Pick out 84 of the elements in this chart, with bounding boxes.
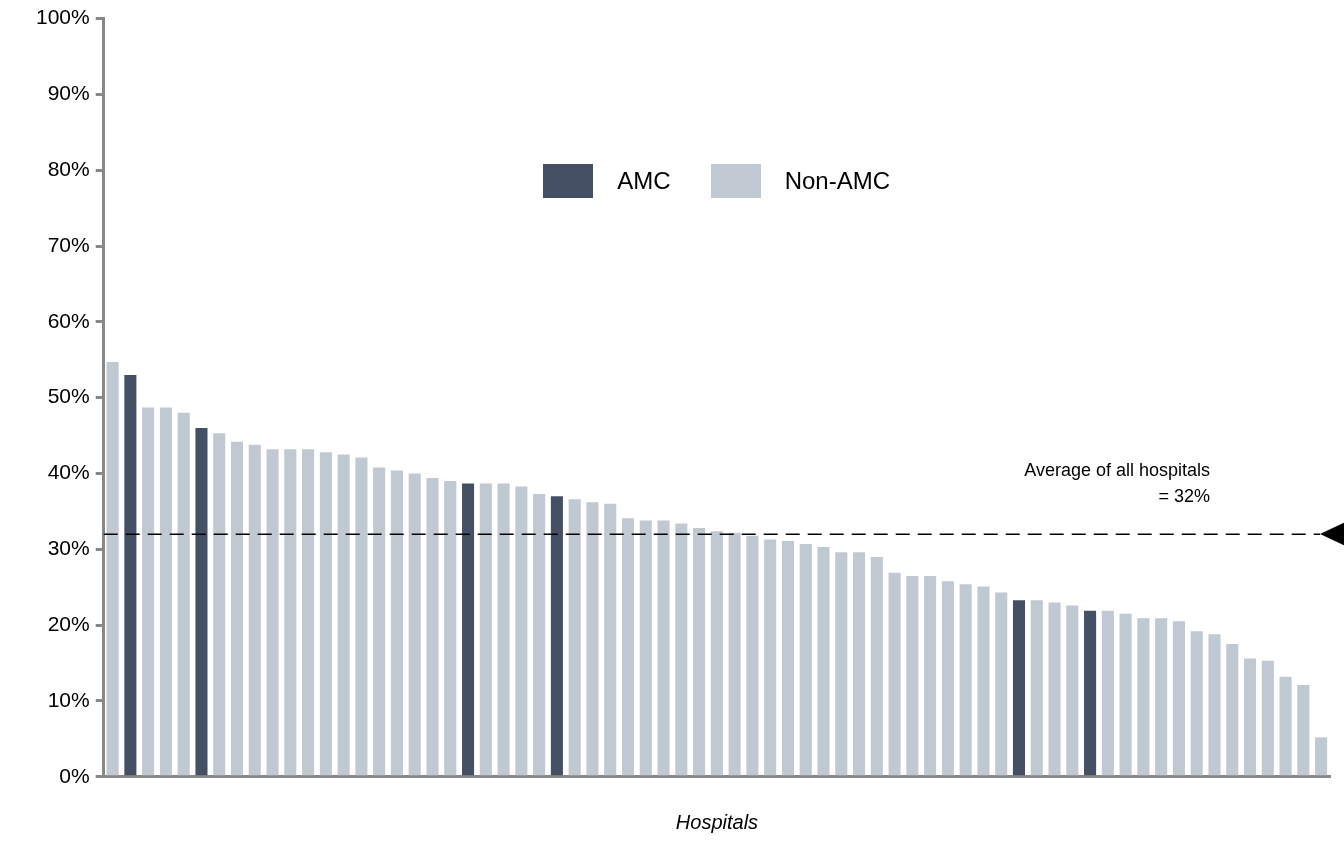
- bar: [728, 532, 741, 776]
- bar: [266, 449, 279, 776]
- bar: [657, 520, 670, 776]
- bar: [195, 428, 208, 776]
- bar: [852, 552, 866, 776]
- bar: [817, 547, 830, 776]
- bar: [995, 592, 1008, 776]
- bar: [604, 503, 617, 776]
- legend-label: Non-AMC: [784, 166, 891, 195]
- bar: [230, 441, 244, 776]
- bar: [284, 449, 297, 776]
- bar: [106, 362, 119, 776]
- y-tick-label: 40%: [47, 460, 90, 484]
- bar: [586, 502, 599, 776]
- y-tick-label: 70%: [47, 232, 90, 256]
- y-tick-label: 10%: [47, 687, 90, 711]
- bar: [1012, 600, 1026, 776]
- bar: [675, 523, 688, 776]
- bar: [1101, 610, 1114, 776]
- bar: [1048, 602, 1061, 776]
- bar: [1030, 600, 1043, 776]
- bar: [124, 374, 137, 776]
- bar: [1190, 631, 1203, 776]
- bar: [515, 486, 528, 776]
- bar: [959, 584, 972, 776]
- bar: [337, 454, 350, 776]
- y-tick-label: 90%: [47, 81, 90, 105]
- bar: [888, 572, 901, 776]
- bar: [1261, 660, 1274, 776]
- bar: [444, 481, 457, 776]
- bar: [621, 518, 635, 776]
- bar: [710, 531, 723, 776]
- bar: [1084, 610, 1097, 776]
- bar: [1066, 605, 1079, 776]
- y-tick-label: 60%: [47, 308, 90, 332]
- bar: [497, 483, 510, 776]
- bar: [426, 478, 439, 776]
- bar: [1315, 737, 1328, 776]
- legend-label: AMC: [617, 166, 671, 195]
- bar: [941, 581, 954, 776]
- bar: [1119, 613, 1132, 776]
- bar: [835, 552, 848, 776]
- bar: [1297, 685, 1310, 776]
- bar: [408, 473, 421, 776]
- bar: [781, 541, 794, 776]
- bar: [870, 556, 883, 776]
- bar: [1243, 658, 1257, 776]
- bar: [390, 470, 403, 776]
- bar: [533, 493, 546, 776]
- bar: [550, 496, 563, 776]
- bar: [1208, 634, 1221, 776]
- bar: [319, 452, 332, 776]
- bar: [746, 535, 759, 776]
- bar: [924, 575, 937, 776]
- bar: [213, 433, 226, 776]
- bar: [373, 467, 386, 776]
- bar: [906, 575, 919, 776]
- bar: [693, 528, 706, 776]
- y-tick-label: 100%: [35, 5, 90, 29]
- x-axis-title: Hospitals: [675, 810, 759, 834]
- bar: [248, 444, 261, 776]
- bar: [1137, 618, 1150, 776]
- bar: [302, 449, 315, 776]
- bar: [1172, 621, 1185, 776]
- bar: [355, 457, 368, 776]
- y-tick-label: 20%: [47, 611, 90, 635]
- bar: [1279, 676, 1292, 776]
- bar: [479, 483, 492, 776]
- bar: [799, 544, 812, 776]
- bar: [977, 586, 990, 776]
- bar: [764, 539, 777, 776]
- bar: [1226, 644, 1239, 776]
- bar: [568, 499, 581, 776]
- y-tick-label: 30%: [47, 536, 90, 560]
- bar: [142, 407, 155, 776]
- bar: [639, 520, 652, 776]
- bar: [462, 483, 475, 776]
- bar: [1155, 618, 1168, 776]
- bar: [159, 407, 172, 776]
- ref-line-label: Average of all hospitals = 32%: [1024, 460, 1210, 507]
- bar: [177, 412, 190, 776]
- y-tick-label: 0%: [59, 763, 90, 787]
- y-tick-label: 50%: [47, 384, 90, 408]
- y-tick-label: 80%: [47, 157, 90, 181]
